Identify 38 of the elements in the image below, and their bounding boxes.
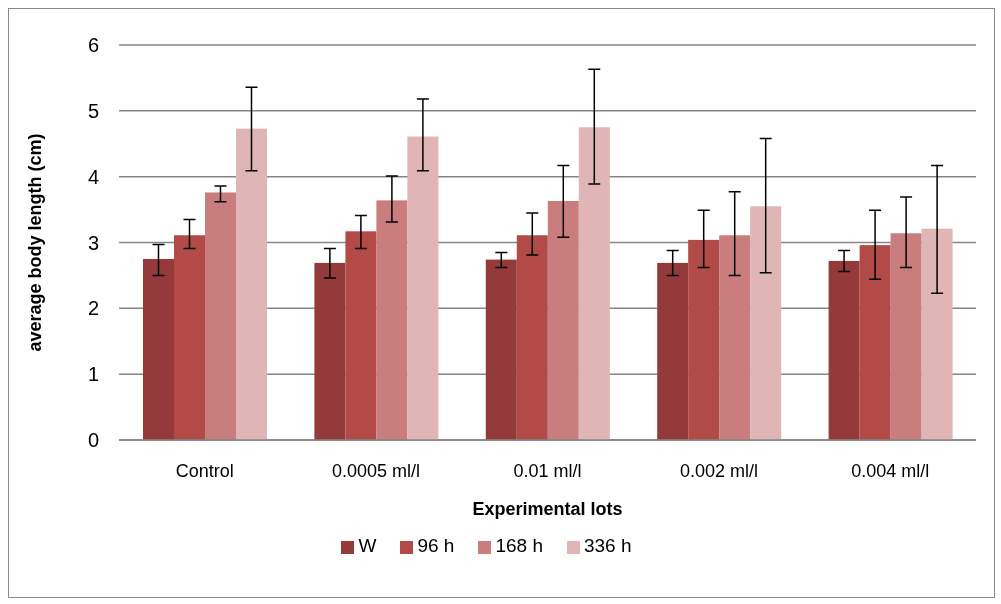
x-tick-label: 0.0005 ml/l [332, 460, 421, 481]
bar [921, 228, 953, 440]
y-tick-label: 3 [87, 231, 99, 254]
bar [376, 200, 408, 440]
legend-label: 168 h [495, 535, 543, 556]
x-tick-label: 0.004 ml/l [851, 460, 930, 481]
bar [314, 262, 346, 440]
bar [205, 192, 236, 440]
bar [485, 259, 517, 440]
bar [547, 201, 579, 440]
y-tick-label: 0 [87, 429, 99, 452]
y-tick-label: 5 [87, 99, 99, 122]
bar [143, 258, 174, 440]
x-tick-label: Control [175, 460, 234, 481]
bar [345, 231, 377, 440]
y-tick-label: 2 [87, 297, 99, 320]
x-axis-title: Experimental lots [472, 499, 623, 519]
bar [516, 235, 548, 440]
bar [236, 128, 267, 440]
bar [174, 235, 205, 440]
y-tick-label: 1 [87, 363, 99, 386]
bar [657, 262, 689, 440]
legend-label: 336 h [583, 535, 632, 556]
y-tick-label: 4 [87, 165, 99, 188]
bar [890, 233, 922, 440]
bar [750, 206, 782, 440]
legend-label: 96 h [417, 535, 455, 556]
bar [688, 239, 720, 440]
y-axis-title: average body length (cm) [25, 133, 46, 352]
legend-label: W [358, 535, 377, 556]
bar [859, 245, 891, 440]
bar [578, 127, 610, 440]
bar [828, 260, 860, 440]
bar [407, 136, 439, 440]
x-tick-label: 0.01 ml/l [513, 460, 582, 481]
y-tick-label: 6 [87, 34, 99, 57]
x-tick-label: 0.002 ml/l [679, 460, 758, 481]
bar [719, 235, 751, 440]
